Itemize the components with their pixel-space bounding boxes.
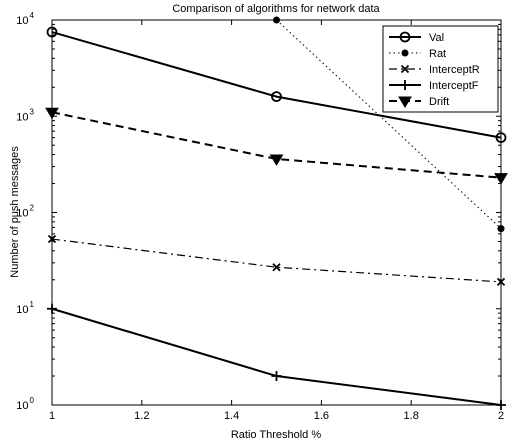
data-point-rat (273, 16, 280, 24)
data-point-rat (497, 225, 505, 233)
legend-marker-rat (401, 49, 409, 57)
y-tick-label: 101 (16, 300, 34, 316)
legend-label-drift: Drift (429, 96, 449, 108)
x-tick-label: 2 (498, 410, 504, 422)
legend-item-drift: Drift (389, 96, 449, 108)
x-axis-label: Ratio Threshold % (231, 429, 322, 441)
series-line-val (51, 31, 502, 139)
y-tick-label: 100 (16, 396, 34, 412)
x-tick-label: 1.2 (134, 410, 149, 422)
y-tick-label: 104 (16, 11, 34, 27)
legend-label-interceptr: InterceptR (429, 64, 480, 76)
legend: Val Rat InterceptR InterceptF Drift (382, 25, 499, 113)
series-line-interceptf (51, 307, 502, 406)
y-tick-label: 103 (16, 107, 34, 123)
y-tick-exponent: 0 (30, 396, 35, 405)
y-axis-label: Number of push messages (9, 146, 21, 278)
legend-item-val: Val (389, 31, 444, 44)
series-line-interceptr (51, 238, 502, 283)
chart-title: Comparison of algorithms for network dat… (172, 3, 380, 15)
legend-item-interceptf: InterceptF (389, 80, 479, 92)
x-tick-label: 1 (49, 410, 55, 422)
legend-label-interceptf: InterceptF (429, 80, 479, 92)
y-tick-exponent: 1 (30, 300, 35, 309)
series-drift (45, 107, 508, 185)
series-line-drift (51, 111, 502, 179)
legend-marker-interceptf (400, 80, 410, 90)
legend-item-interceptr: InterceptR (389, 64, 480, 76)
series-val (46, 26, 507, 144)
x-tick-label: 1.6 (314, 410, 329, 422)
data-point-interceptf (271, 371, 282, 382)
x-tick-label: 1.8 (404, 410, 419, 422)
legend-label-rat: Rat (429, 48, 446, 60)
data-point-interceptr (272, 263, 281, 272)
legend-marker-drift (398, 96, 412, 108)
y-tick-exponent: 2 (30, 204, 35, 213)
legend-marker-interceptr (400, 64, 410, 74)
data-point-interceptf (496, 400, 506, 410)
data-point-interceptr (47, 234, 57, 244)
legend-marker-val (399, 31, 411, 43)
legend-item-rat: Rat (389, 48, 446, 60)
x-axis-ticks: 1 1.2 1.4 1.6 1.8 2 (49, 20, 504, 422)
series-line-rat (276, 19, 502, 229)
y-tick-exponent: 4 (30, 11, 35, 20)
data-point-interceptf (47, 303, 57, 314)
data-point-val (46, 26, 58, 38)
x-tick-label: 1.4 (224, 410, 239, 422)
series-rat (273, 16, 505, 233)
series-layer (45, 16, 508, 410)
data-point-val (271, 91, 282, 103)
series-interceptf (47, 303, 506, 410)
data-point-drift (269, 154, 284, 166)
data-point-drift (45, 107, 59, 120)
data-point-val (495, 132, 507, 144)
y-tick-exponent: 3 (30, 107, 35, 116)
data-point-drift (494, 173, 508, 185)
data-point-interceptr (496, 277, 506, 287)
series-interceptr (47, 234, 506, 287)
legend-label-val: Val (429, 32, 444, 44)
